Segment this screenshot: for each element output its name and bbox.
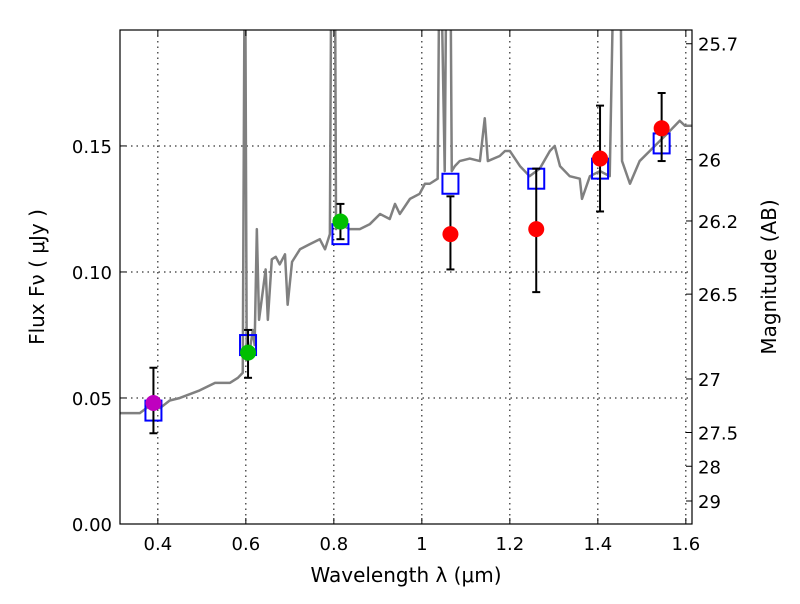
y2-tick-label: 26.2 (698, 212, 738, 233)
x-tick-label: 1.6 (672, 534, 701, 555)
observed-flux-point (240, 344, 257, 361)
x-tick-label: 1.4 (584, 534, 613, 555)
axis-ticks: 0.4 0.6 0.8 1 1.2 1.4 1.6 0.00 0.05 0.10 0.15 25.7 2… (72, 30, 738, 555)
y2-axis-label: Magnitude (AB) (757, 199, 781, 354)
x-tick-label: 1.2 (496, 534, 525, 555)
observed-flux-point (653, 120, 670, 137)
observed-flux-point (332, 213, 349, 230)
y2-tick-label: 25.7 (698, 35, 738, 56)
x-tick-label: 0.4 (144, 534, 173, 555)
plot-frame (119, 29, 693, 525)
y-axis-label: Flux Fν ( μJy ) (25, 209, 49, 345)
y2-tick-label: 27.5 (698, 423, 738, 444)
observed-flux-point (592, 150, 609, 167)
y2-tick-label: 26 (698, 151, 721, 172)
y-tick-label: 0.00 (72, 515, 112, 536)
model-flux-marker (441, 172, 460, 195)
x-tick-label: 0.6 (232, 534, 261, 555)
observed-flux-point (528, 221, 545, 238)
x-tick-label: 1 (416, 534, 427, 555)
x-tick-label: 0.8 (320, 534, 349, 555)
y2-tick-label: 26.5 (698, 285, 738, 306)
y2-tick-label: 27 (698, 370, 721, 391)
spectrum-line (120, 30, 692, 415)
observed-flux-point (442, 226, 459, 243)
y-tick-label: 0.05 (72, 389, 112, 410)
plot-area (120, 30, 692, 435)
y2-tick-label: 29 (698, 492, 721, 513)
grid (120, 30, 692, 525)
y-tick-label: 0.15 (72, 137, 112, 158)
observed-flux-point (145, 395, 162, 412)
y-tick-label: 0.10 (72, 263, 112, 284)
x-axis-label: Wavelength λ (μm) (310, 563, 501, 587)
y2-tick-label: 28 (698, 457, 721, 478)
